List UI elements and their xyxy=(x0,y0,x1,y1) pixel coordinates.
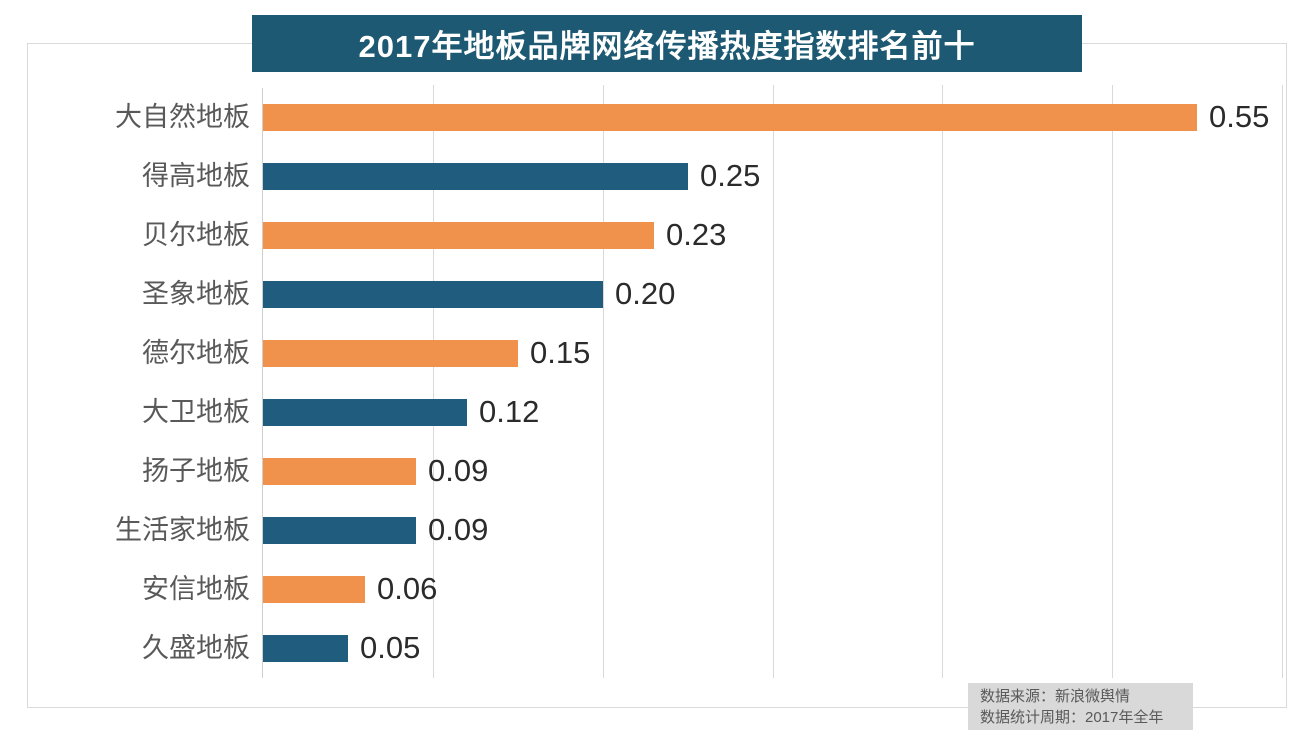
bar-row: 0.05 xyxy=(263,619,1282,678)
bar-value-label: 0.15 xyxy=(530,335,591,370)
gridline xyxy=(1282,85,1283,678)
data-period-line: 数据统计周期：2017年全年 xyxy=(980,709,1164,726)
bar-value-label: 0.12 xyxy=(479,394,540,429)
gridline xyxy=(1112,85,1113,678)
bar-大卫地板 xyxy=(263,399,467,426)
gridline xyxy=(773,85,774,678)
bar-row: 0.15 xyxy=(263,324,1282,383)
bar-大自然地板 xyxy=(263,104,1197,131)
plot-area: 0.55 0.25 0.23 0.20 0.15 0.12 0.09 0.09 0.06 0.05 xyxy=(262,85,1283,678)
category-label: 圣象地板 xyxy=(142,279,250,309)
bar-德尔地板 xyxy=(263,340,518,367)
bar-row: 0.09 xyxy=(263,442,1282,501)
category-label: 安信地板 xyxy=(142,574,250,604)
bar-value-label: 0.05 xyxy=(360,630,421,665)
category-label: 大自然地板 xyxy=(115,102,250,132)
bar-row: 0.06 xyxy=(263,560,1282,619)
bar-得高地板 xyxy=(263,163,688,190)
bar-贝尔地板 xyxy=(263,222,654,249)
category-label: 大卫地板 xyxy=(142,397,250,427)
bar-row: 0.25 xyxy=(263,147,1282,206)
bar-value-label: 0.06 xyxy=(377,571,438,606)
gridline xyxy=(433,85,434,678)
gridline xyxy=(942,85,943,678)
bar-value-label: 0.55 xyxy=(1209,99,1270,134)
bar-value-label: 0.09 xyxy=(428,453,489,488)
bar-value-label: 0.23 xyxy=(666,217,727,252)
bar-row: 0.55 xyxy=(263,88,1282,147)
bar-久盛地板 xyxy=(263,635,348,662)
bar-生活家地板 xyxy=(263,517,416,544)
bar-安信地板 xyxy=(263,576,365,603)
category-label: 生活家地板 xyxy=(115,515,250,545)
category-label: 久盛地板 xyxy=(142,633,250,663)
gridline xyxy=(603,85,604,678)
data-source-note: 数据来源：新浪微舆情 数据统计周期：2017年全年 xyxy=(968,683,1193,730)
bar-value-label: 0.25 xyxy=(700,158,761,193)
data-source-line: 数据来源：新浪微舆情 xyxy=(980,688,1131,705)
bar-圣象地板 xyxy=(263,281,603,308)
chart-frame xyxy=(27,43,1287,708)
category-label: 得高地板 xyxy=(142,161,250,191)
category-label: 贝尔地板 xyxy=(142,220,250,250)
category-label: 德尔地板 xyxy=(142,338,250,368)
bar-row: 0.12 xyxy=(263,383,1282,442)
bar-row: 0.09 xyxy=(263,501,1282,560)
chart-title-banner: 2017年地板品牌网络传播热度指数排名前十 xyxy=(252,15,1082,72)
bar-value-label: 0.09 xyxy=(428,512,489,547)
category-labels-column: 大自然地板得高地板贝尔地板圣象地板德尔地板大卫地板扬子地板生活家地板安信地板久盛… xyxy=(28,88,250,678)
chart-title: 2017年地板品牌网络传播热度指数排名前十 xyxy=(358,29,976,64)
bar-value-label: 0.20 xyxy=(615,276,676,311)
bar-row: 0.23 xyxy=(263,206,1282,265)
bar-row: 0.20 xyxy=(263,265,1282,324)
category-label: 扬子地板 xyxy=(142,456,250,486)
bar-扬子地板 xyxy=(263,458,416,485)
